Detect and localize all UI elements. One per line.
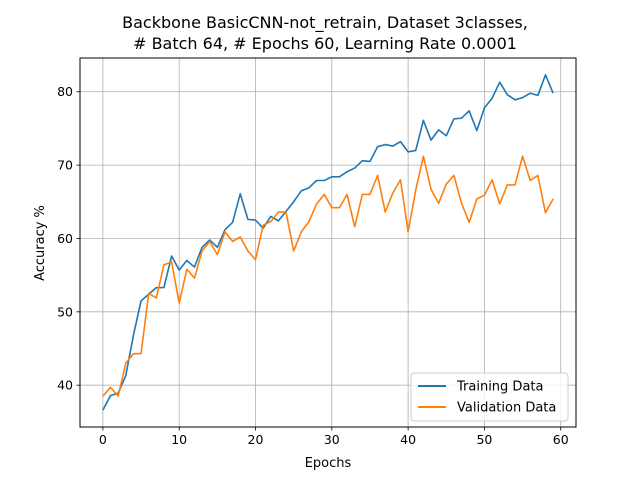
axis-ticks: 0 10 20 30 40 50 60 40 50 60 70 80	[57, 84, 569, 447]
legend-label-validation: Validation Data	[457, 401, 556, 416]
chart-title-line-2: # Batch 64, # Epochs 60, Learning Rate 0…	[133, 34, 517, 53]
legend: Training Data Validation Data	[410, 372, 569, 422]
y-tick-label: 50	[57, 304, 73, 319]
y-tick-label: 70	[57, 158, 73, 173]
x-tick-label: 20	[248, 432, 264, 447]
y-tick-label: 80	[57, 84, 73, 99]
series-line-validation-data	[102, 155, 554, 397]
y-tick-label: 40	[57, 378, 73, 393]
x-tick-label: 0	[99, 432, 107, 447]
plot-area-frame	[79, 57, 577, 428]
x-tick-label: 40	[400, 432, 416, 447]
legend-label-training: Training Data	[456, 380, 543, 395]
x-tick-label: 30	[324, 432, 340, 447]
series-lines	[102, 74, 554, 411]
series-line-training-data	[102, 74, 554, 411]
grid	[80, 58, 576, 427]
y-axis-label: Accuracy %	[33, 205, 48, 281]
x-tick-label: 50	[476, 432, 492, 447]
x-axis-label: Epochs	[305, 456, 352, 471]
y-tick-label: 60	[57, 231, 73, 246]
x-tick-label: 10	[171, 432, 187, 447]
chart-title-line-1: Backbone BasicCNN-not_retrain, Dataset 3…	[122, 13, 528, 33]
legend-frame	[410, 372, 569, 422]
x-tick-label: 60	[553, 432, 569, 447]
